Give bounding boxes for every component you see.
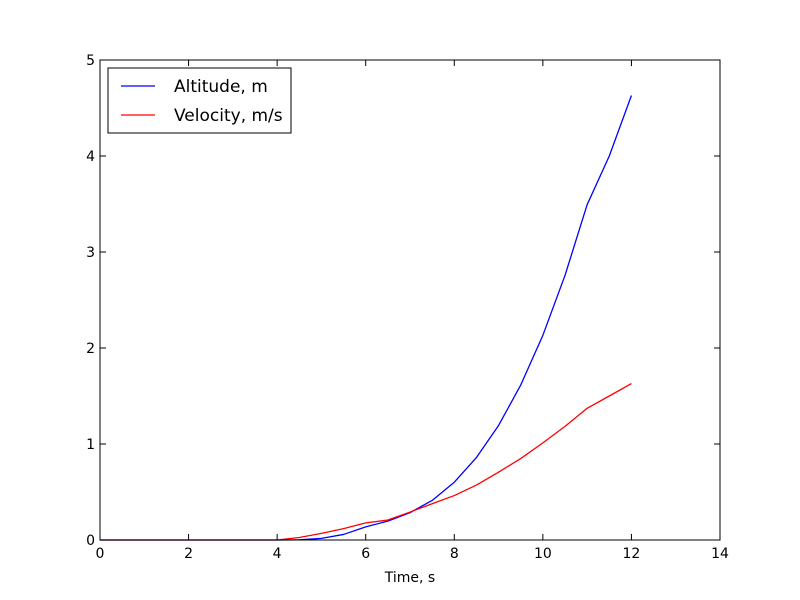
x-tick-label: 14 [711, 546, 729, 562]
x-tick-label: 10 [534, 546, 552, 562]
y-tick-label: 5 [86, 53, 95, 69]
x-tick-label: 6 [361, 546, 370, 562]
x-tick-label: 8 [450, 546, 459, 562]
legend: Altitude, m Velocity, m/s [107, 67, 292, 134]
y-tick-label: 1 [86, 437, 95, 453]
y-tick-label: 2 [86, 341, 95, 357]
legend-label-velocity: Velocity, m/s [174, 106, 283, 126]
y-tick-label: 0 [86, 533, 95, 549]
legend-label-altitude: Altitude, m [174, 77, 268, 97]
x-axis-label: Time, s [384, 570, 435, 586]
x-tick-label: 2 [184, 546, 193, 562]
x-tick-label: 12 [623, 546, 641, 562]
x-tick-label: 0 [96, 546, 105, 562]
y-tick-label: 4 [86, 149, 95, 165]
plot-frame [99, 59, 721, 541]
y-tick-label: 3 [86, 245, 95, 261]
legend-box [107, 67, 292, 134]
x-tick-label: 4 [273, 546, 282, 562]
